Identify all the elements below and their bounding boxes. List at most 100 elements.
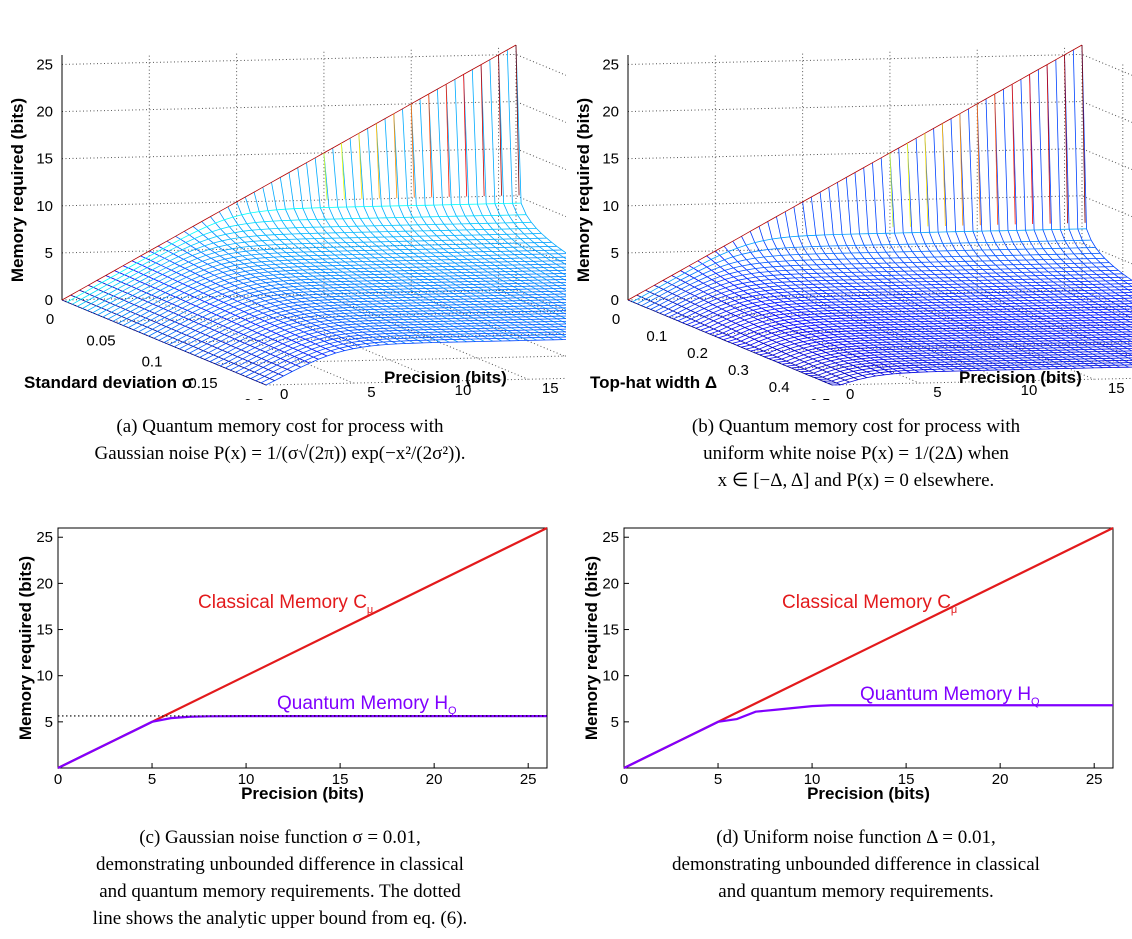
panel-b: 051015202500.10.20.30.40.50510152025Memo… <box>566 0 1132 413</box>
mesh-line <box>736 316 1132 346</box>
mesh-line <box>880 157 1086 369</box>
mesh-line <box>1081 44 1132 281</box>
caption-c-line-1: (c) Gaussian noise function σ = 0.01, <box>139 827 421 848</box>
mesh-line <box>976 103 981 226</box>
mesh-line <box>66 202 522 303</box>
mesh-line <box>112 253 568 322</box>
mesh-line <box>133 266 588 331</box>
x-tick-label: 20 <box>426 771 443 788</box>
x-tick-label: 0 <box>54 771 62 788</box>
x-axis-label: Precision (bits) <box>241 784 364 803</box>
surface-mesh <box>61 44 721 386</box>
z-axis-label: Memory required (bits) <box>8 98 27 282</box>
mesh-line <box>793 206 999 371</box>
mesh-line <box>773 336 1132 361</box>
classical-memory-label: Classical Memory Cμ <box>782 592 957 616</box>
y-axis-label: Memory required (bits) <box>16 556 35 740</box>
mesh-line <box>240 323 695 375</box>
mesh-line <box>1011 84 1132 324</box>
y-tick-label: 10 <box>36 668 53 685</box>
mesh-line <box>463 74 468 197</box>
mesh-line <box>174 289 629 348</box>
mesh-line <box>680 270 885 376</box>
grid-line <box>627 148 1132 171</box>
precision-tick-label: 5 <box>367 384 375 400</box>
mesh-line <box>686 286 1132 325</box>
mesh-line <box>428 94 433 198</box>
plot-frame <box>57 527 548 769</box>
mesh-line <box>662 280 868 378</box>
mesh-line <box>107 249 562 320</box>
mesh-line <box>845 177 1051 370</box>
mesh-line <box>889 152 1095 369</box>
mesh-line <box>645 252 1101 308</box>
axes-box <box>627 45 1132 386</box>
mesh-line <box>933 128 1132 365</box>
mesh-line <box>410 103 415 198</box>
mesh-line <box>732 240 937 372</box>
mesh-line <box>673 276 1128 320</box>
mesh-line <box>498 54 502 196</box>
caption-b-line-2: uniform white noise P(x) = 1/(2Δ) when <box>703 443 1009 464</box>
caption-a: (a) Quantum memory cost for process with… <box>30 413 530 467</box>
mesh-line <box>688 265 894 375</box>
grid-line <box>61 148 721 235</box>
mesh-line <box>782 340 1132 365</box>
mesh-line <box>1037 69 1132 309</box>
mesh-line <box>92 237 547 314</box>
x-tick-label: 0.5 <box>810 396 831 400</box>
z-tick-label: 10 <box>602 198 619 215</box>
mesh-line <box>1046 64 1132 304</box>
mesh-line <box>872 162 1077 369</box>
mesh-line <box>827 364 1132 384</box>
mesh-line <box>655 262 1110 312</box>
mesh-line <box>767 221 972 372</box>
grid-line <box>668 306 1123 318</box>
plot-frame <box>623 527 1114 769</box>
z-tick-label: 5 <box>45 245 53 262</box>
z-tick-label: 20 <box>602 104 619 121</box>
z-tick-label: 25 <box>36 56 53 73</box>
mesh-line <box>709 300 1132 335</box>
mesh-line <box>907 143 1112 368</box>
x-tick-label: 5 <box>148 771 156 788</box>
mesh-line <box>745 321 1132 350</box>
mesh-line <box>697 260 902 374</box>
mesh-line <box>822 362 1132 382</box>
surface-plot-a: 051015202500.050.10.150.20510152025Memor… <box>8 44 733 413</box>
y-tick-label: 5 <box>611 714 619 731</box>
x-tick-label: 15 <box>898 771 915 788</box>
mesh-line <box>1020 79 1132 319</box>
mesh-line <box>1029 74 1034 225</box>
mesh-line <box>906 143 911 227</box>
mesh-line <box>924 133 929 227</box>
mesh-line <box>87 233 542 311</box>
x-tick-label: 0.15 <box>188 375 217 392</box>
mesh-line <box>994 93 1132 333</box>
grid-line <box>61 195 721 282</box>
mesh-line <box>677 279 1132 322</box>
mesh-line <box>800 350 1132 373</box>
mesh-line <box>749 231 955 372</box>
mesh-line <box>123 259 578 326</box>
mesh-line <box>985 98 1132 338</box>
grid-line <box>750 342 1132 352</box>
subscript-q: Q <box>1031 696 1040 708</box>
mesh-line <box>515 44 520 196</box>
mesh-line <box>713 303 1132 337</box>
mesh-line <box>818 359 1132 380</box>
x-tick-label: 15 <box>332 771 349 788</box>
caption-d-line-1: (d) Uniform noise function Δ = 0.01, <box>716 827 996 848</box>
mesh-line <box>659 266 1114 314</box>
mesh-line <box>763 331 1132 358</box>
mesh-line <box>863 167 1068 369</box>
y-tick-label: 10 <box>602 668 619 685</box>
mesh-line <box>791 345 1132 369</box>
z-tick-label: 10 <box>36 198 53 215</box>
mesh-line <box>1064 54 1132 293</box>
mesh-line <box>1081 44 1086 223</box>
mesh-line <box>1055 59 1132 299</box>
mesh-line <box>750 323 1132 352</box>
subscript-q: Q <box>448 705 457 717</box>
mesh-line <box>682 283 1132 324</box>
